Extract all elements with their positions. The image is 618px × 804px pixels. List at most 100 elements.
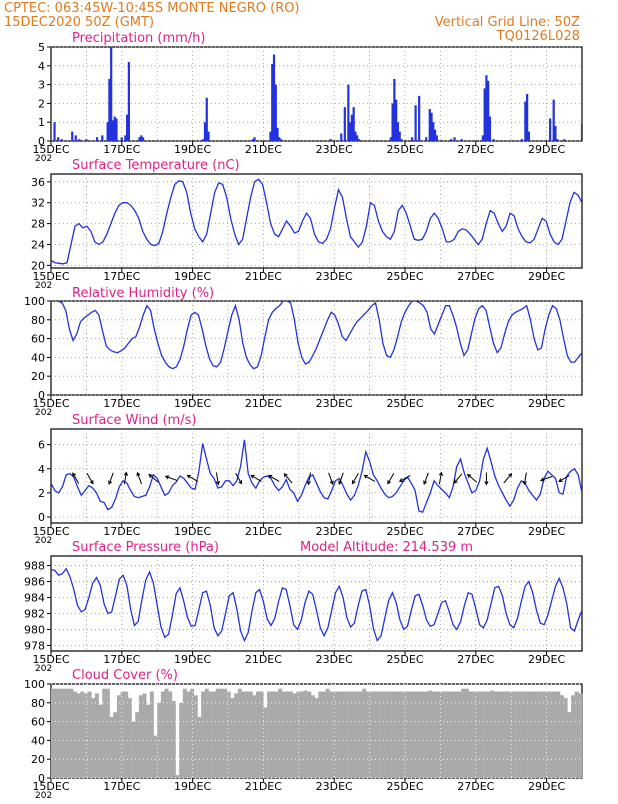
cloud-bar — [263, 707, 268, 778]
rh-frame — [50, 300, 583, 396]
pressure-title: Surface Pressure (hPa) — [72, 540, 219, 555]
precip-bar — [329, 139, 332, 141]
cloud-bar — [201, 691, 206, 778]
wind-arrow-shaft — [108, 472, 114, 485]
wind-arrow-head — [123, 471, 128, 476]
precip-bar — [347, 84, 350, 141]
precip-bar — [520, 139, 523, 141]
wind-ytick-label: 0 — [38, 511, 45, 524]
cloud-bar — [98, 704, 103, 778]
precip-xtick-label: 29DEC — [528, 143, 565, 156]
cloud-bar — [314, 698, 319, 778]
cloud-bar — [245, 691, 250, 778]
cloud-xtick-label: 23DEC — [316, 780, 353, 793]
cloud-bar — [358, 691, 363, 778]
cloud-bar — [259, 691, 264, 778]
cloud-xtick-label: 15DEC — [32, 780, 69, 793]
cloud-xtick-label: 17DEC — [103, 780, 140, 793]
cloud-bar — [193, 695, 198, 778]
cloud-xtick-label: 21DEC — [245, 780, 282, 793]
cloud-bar — [527, 691, 532, 778]
cloud-bar — [270, 691, 275, 778]
rh-ytick-label: 20 — [31, 370, 45, 383]
pres-ytick-label: 984 — [24, 592, 45, 605]
cloud-bar — [237, 688, 242, 778]
wind-arrow-head — [423, 480, 428, 486]
rh-xtick-label: 21DEC — [245, 397, 282, 410]
cloud-bar — [347, 691, 352, 778]
wind-arrow-head — [306, 480, 311, 486]
cloud-bar — [102, 688, 107, 778]
cloud-panel: 0 20 40 60 80 100 15DEC 17DEC 19DEC 21DEC 23DEC 25D… — [24, 678, 583, 801]
cloud-bar — [226, 691, 231, 778]
cloud-bar — [153, 735, 158, 778]
precip-bar — [414, 105, 417, 141]
precip-bar — [483, 88, 486, 141]
precip-bar — [110, 47, 113, 141]
precip-bar — [435, 135, 438, 141]
precip-bar — [124, 135, 127, 141]
precip-bar — [552, 99, 555, 141]
rh-ytick-label: 80 — [31, 314, 45, 327]
wind-arrow — [558, 474, 570, 482]
wind-arrow — [250, 474, 262, 482]
cloud-bar — [530, 691, 535, 778]
wind-arrow — [387, 472, 395, 485]
cloud-bar — [475, 691, 480, 778]
wind-arrow-shaft — [467, 474, 478, 483]
precip-bar — [251, 139, 254, 141]
cloud-bar — [138, 695, 143, 778]
wind-frame — [50, 428, 583, 524]
pres-series-line — [51, 567, 582, 643]
precip-bar — [108, 78, 111, 141]
cloud-bar — [274, 691, 279, 778]
wind-arrow-head — [522, 480, 527, 486]
temp-year-label: 202 — [35, 281, 52, 291]
wind-arrow-shaft — [123, 472, 127, 485]
rh-ytick-label: 100 — [24, 295, 45, 308]
cloud-bar — [179, 702, 184, 778]
precip-bar — [400, 139, 403, 141]
cloud-bar — [336, 691, 341, 778]
cloud-bar — [384, 691, 389, 778]
cloud-bar — [175, 775, 180, 778]
precip-ytick-label: 5 — [38, 41, 45, 54]
cloud-bar — [369, 691, 374, 778]
wind-arrow-shaft — [540, 475, 553, 481]
cloud-ytick-label: 80 — [31, 697, 45, 710]
cloud-bar — [365, 691, 370, 778]
temp-xtick-label: 17DEC — [103, 270, 140, 283]
wind-arrow-shaft — [215, 472, 219, 485]
cloud-bar — [65, 688, 70, 778]
cloud-bar — [541, 691, 546, 778]
cloud-bar — [417, 691, 422, 778]
precip-bar — [389, 137, 392, 141]
wind-arrow-shaft — [250, 474, 262, 482]
model-altitude: Model Altitude: 214.539 m — [300, 540, 473, 555]
precip-bar — [418, 95, 421, 141]
precip-panel: 0 1 2 3 4 5 15DEC 17DEC 19DEC 21DEC 23DEC 25DEC 27DE… — [32, 41, 583, 164]
cloud-ytick-label: 60 — [31, 716, 45, 729]
cloud-bar — [230, 698, 235, 778]
wind-arrow-shaft — [352, 472, 359, 484]
precip-year-label: 202 — [35, 154, 52, 164]
cloud-bar — [497, 691, 502, 778]
cloud-bar — [182, 688, 187, 778]
cloud-bar — [534, 691, 539, 778]
cloud-bar — [479, 691, 484, 778]
wind-arrow-shaft — [328, 472, 334, 485]
temp-xtick-label: 23DEC — [316, 270, 353, 283]
cloud-bar — [116, 695, 121, 778]
precip-bar — [53, 122, 56, 141]
precip-bar — [140, 135, 143, 141]
wind-arrow-head — [329, 480, 334, 486]
wind-arrow-head — [108, 480, 113, 486]
cloud-bar — [321, 691, 326, 778]
precip-xtick-label: 25DEC — [386, 143, 423, 156]
cloud-bar — [171, 700, 176, 778]
precip-bar — [433, 129, 437, 141]
wind-panel: 0 2 4 6 15DEC 17DEC 19DEC 21DEC 23DEC 25DEC 27DEC 2… — [32, 428, 583, 546]
cloud-bar — [490, 690, 495, 778]
temp-ytick-label: 24 — [31, 239, 45, 252]
